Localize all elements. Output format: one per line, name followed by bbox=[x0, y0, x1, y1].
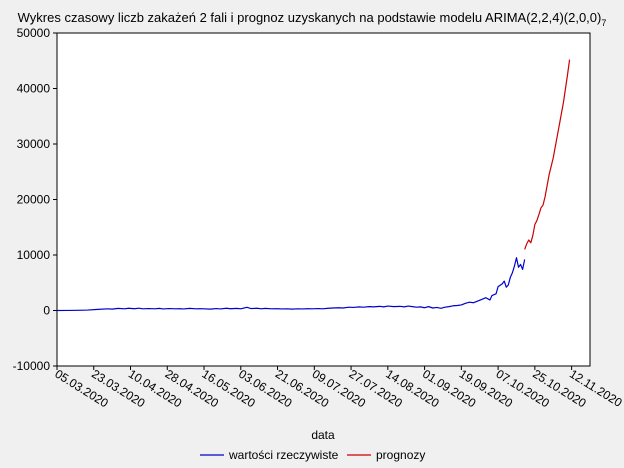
series-line-actual bbox=[56, 257, 526, 312]
chart-title-main: Wykres czasowy liczb zakażeń 2 fali i pr… bbox=[18, 10, 602, 25]
y-tick-label: 40000 bbox=[17, 82, 51, 96]
y-tick-label: 30000 bbox=[17, 137, 51, 151]
y-tick-label: 20000 bbox=[17, 193, 51, 207]
series-line-forecast bbox=[524, 59, 571, 250]
y-tick-label: 50000 bbox=[17, 26, 51, 40]
y-tick-label: 10000 bbox=[17, 248, 51, 262]
legend-label-actual: wartości rzeczywiste bbox=[228, 448, 339, 462]
y-tick-label: 0 bbox=[43, 304, 50, 318]
x-axis-title: data bbox=[311, 428, 335, 442]
legend: wartości rzeczywiste prognozy bbox=[200, 448, 425, 462]
legend-label-forecast: prognozy bbox=[376, 448, 425, 462]
plot-area bbox=[56, 32, 591, 367]
chart-title-subscript: 7 bbox=[601, 18, 606, 28]
series-layer bbox=[56, 59, 571, 312]
chart-title: Wykres czasowy liczb zakażeń 2 fali i pr… bbox=[18, 10, 607, 28]
y-tick-label: -10000 bbox=[13, 359, 51, 373]
y-axis: -10000 0 10000 20000 30000 40000 50000 bbox=[13, 26, 57, 373]
